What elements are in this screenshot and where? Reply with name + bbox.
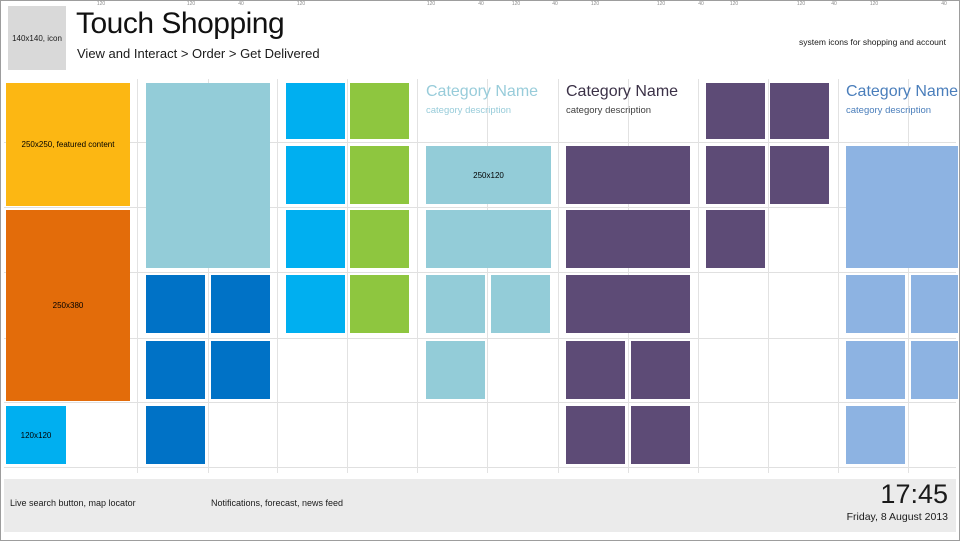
tile-cat1-250x120-b[interactable] bbox=[426, 210, 551, 268]
tile-cat2-wide-2[interactable] bbox=[566, 210, 690, 268]
clock-date: Friday, 8 August 2013 bbox=[846, 511, 948, 523]
tile-cat2-sq-1[interactable] bbox=[566, 341, 625, 399]
tile-purple-sq-3[interactable] bbox=[706, 146, 765, 204]
tile-cat3-sq-3[interactable] bbox=[846, 341, 905, 399]
gridline-vertical bbox=[768, 79, 769, 473]
gridline-horizontal bbox=[4, 272, 956, 273]
tile-cat2-wide-3[interactable] bbox=[566, 275, 690, 333]
system-icons-note: system icons for shopping and account bbox=[799, 37, 946, 47]
category-title[interactable]: Category Name bbox=[566, 83, 679, 100]
gridline-horizontal bbox=[4, 142, 956, 143]
tile-cat1-sq-2[interactable] bbox=[491, 275, 550, 333]
tile-featured-content[interactable]: 250x250, featured content bbox=[6, 83, 130, 206]
tile-hero-250x380[interactable] bbox=[146, 83, 270, 268]
tile-cat3-sq-5[interactable] bbox=[846, 406, 905, 464]
tile-cat3-sq-2[interactable] bbox=[911, 275, 958, 333]
ruler-mark: 120 bbox=[96, 1, 106, 7]
search-map-note: Live search button, map locator bbox=[10, 498, 136, 508]
clock: 17:45 Friday, 8 August 2013 bbox=[846, 479, 948, 524]
gridline-horizontal bbox=[4, 338, 956, 339]
breadcrumb[interactable]: View and Interact > Order > Get Delivere… bbox=[77, 46, 320, 61]
tile-cyan-sq-1[interactable] bbox=[286, 83, 345, 139]
tile-cat2-sq-2[interactable] bbox=[631, 341, 690, 399]
tile-purple-sq-4[interactable] bbox=[770, 146, 829, 204]
gridline-vertical bbox=[208, 79, 209, 473]
ruler-mark: 120 bbox=[590, 1, 600, 7]
tile-cat3-sq-1[interactable] bbox=[846, 275, 905, 333]
category-header-3: Category Name category description bbox=[846, 83, 959, 139]
tile-cat1-sq-1[interactable] bbox=[426, 275, 485, 333]
gridline-vertical bbox=[137, 79, 138, 473]
gridline-vertical bbox=[417, 79, 418, 473]
ruler-mark: 120 bbox=[426, 1, 436, 7]
category-description: category description bbox=[566, 105, 652, 116]
clock-time: 17:45 bbox=[880, 479, 948, 509]
tile-green-sq-1[interactable] bbox=[350, 83, 409, 139]
tile-green-sq-2[interactable] bbox=[350, 146, 409, 204]
tile-green-sq-3[interactable] bbox=[350, 210, 409, 268]
tile-promo-250x380[interactable]: 250x380 bbox=[6, 210, 130, 401]
ruler-mark: 120 bbox=[796, 1, 806, 7]
ruler-mark: 40 bbox=[478, 1, 484, 7]
tile-purple-sq-2[interactable] bbox=[770, 83, 829, 139]
tile-cat1-sq-3[interactable] bbox=[426, 341, 485, 399]
gridline-vertical bbox=[487, 79, 488, 473]
gridline-horizontal bbox=[4, 207, 956, 208]
category-header-1: Category Name category description bbox=[426, 83, 554, 139]
ruler-mark: 120 bbox=[729, 1, 739, 7]
tile-cyan-sq-3[interactable] bbox=[286, 210, 345, 268]
gridline-vertical bbox=[558, 79, 559, 473]
notifications-note: Notifications, forecast, news feed bbox=[211, 498, 344, 508]
ruler-mark: 40 bbox=[941, 1, 947, 7]
tile-purple-sq-5[interactable] bbox=[706, 210, 765, 268]
gridline-vertical bbox=[698, 79, 699, 473]
ruler-mark: 120 bbox=[186, 1, 196, 7]
tile-blue-sq-4[interactable] bbox=[211, 341, 270, 399]
tile-cat1-250x120-a[interactable]: 250x120 bbox=[426, 146, 551, 204]
tile-blue-sq-1[interactable] bbox=[146, 275, 205, 333]
gridline-vertical bbox=[347, 79, 348, 473]
gridline-vertical bbox=[277, 79, 278, 473]
bottom-bar: Live search button, map locator Notifica… bbox=[4, 479, 956, 532]
tile-blue-sq-2[interactable] bbox=[211, 275, 270, 333]
page-title: Touch Shopping bbox=[76, 7, 285, 40]
gridline-vertical bbox=[838, 79, 839, 473]
tile-cyan-sq-4[interactable] bbox=[286, 275, 345, 333]
tile-cat3-sq-4[interactable] bbox=[911, 341, 958, 399]
ruler-mark: 40 bbox=[698, 1, 704, 7]
ruler-mark: 120 bbox=[296, 1, 306, 7]
tile-cat2-sq-3[interactable] bbox=[566, 406, 625, 464]
category-title[interactable]: Category Name bbox=[426, 83, 539, 100]
gridline-horizontal bbox=[4, 467, 956, 468]
ruler-mark: 40 bbox=[552, 1, 558, 7]
tile-cyan-sq-2[interactable] bbox=[286, 146, 345, 204]
ruler-mark: 120 bbox=[511, 1, 521, 7]
tile-purple-sq-1[interactable] bbox=[706, 83, 765, 139]
category-title[interactable]: Category Name bbox=[846, 83, 959, 100]
ruler-mark: 120 bbox=[656, 1, 666, 7]
tile-cat2-wide-1[interactable] bbox=[566, 146, 690, 204]
tile-green-sq-4[interactable] bbox=[350, 275, 409, 333]
tile-small-120x120[interactable]: 120x120 bbox=[6, 406, 66, 464]
category-header-2: Category Name category description bbox=[566, 83, 694, 139]
app-icon-placeholder: 140x140, icon bbox=[8, 6, 66, 70]
tile-blue-sq-5[interactable] bbox=[146, 406, 205, 464]
tile-cat2-sq-4[interactable] bbox=[631, 406, 690, 464]
tile-cat3-large[interactable] bbox=[846, 146, 958, 268]
category-description: category description bbox=[426, 105, 512, 116]
tile-blue-sq-3[interactable] bbox=[146, 341, 205, 399]
gridline-horizontal bbox=[4, 402, 956, 403]
ruler-mark: 40 bbox=[831, 1, 837, 7]
ruler-mark: 120 bbox=[869, 1, 879, 7]
ruler-mark: 40 bbox=[238, 1, 244, 7]
category-description: category description bbox=[846, 105, 932, 116]
app-icon-label: 140x140, icon bbox=[12, 33, 62, 43]
gridline-vertical bbox=[908, 79, 909, 473]
